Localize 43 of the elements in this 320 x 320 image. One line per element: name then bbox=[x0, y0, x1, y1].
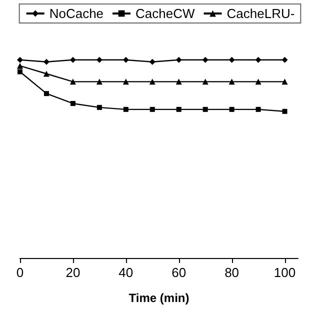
point bbox=[256, 106, 261, 112]
x-axis-title: Time (min) bbox=[128, 291, 190, 305]
x-tick-label: 0 bbox=[16, 265, 24, 280]
point bbox=[70, 56, 76, 63]
legend-label: NoCache bbox=[49, 6, 104, 21]
point bbox=[122, 78, 129, 85]
point bbox=[122, 56, 129, 63]
point bbox=[149, 78, 156, 85]
x-tick-label: 80 bbox=[224, 265, 240, 280]
point bbox=[96, 104, 102, 110]
x-tick-label: 60 bbox=[172, 265, 186, 280]
point bbox=[70, 100, 76, 106]
point bbox=[70, 78, 76, 85]
point bbox=[202, 56, 208, 63]
point bbox=[255, 56, 262, 63]
x-tick-label: 40 bbox=[118, 265, 134, 280]
point bbox=[18, 69, 22, 74]
point bbox=[202, 78, 208, 85]
x-tick-label: 20 bbox=[66, 265, 80, 280]
point bbox=[228, 56, 235, 63]
point bbox=[17, 56, 23, 63]
point bbox=[43, 70, 50, 77]
legend-label: CacheCW bbox=[136, 6, 196, 21]
point bbox=[176, 56, 182, 63]
point bbox=[282, 56, 288, 63]
legend-label: CacheLRU- bbox=[226, 6, 295, 21]
point bbox=[229, 106, 234, 112]
point bbox=[282, 78, 288, 85]
point bbox=[282, 108, 288, 114]
point bbox=[228, 78, 235, 85]
point bbox=[150, 106, 155, 112]
point bbox=[43, 58, 50, 65]
point bbox=[96, 56, 102, 63]
point bbox=[96, 78, 102, 85]
point bbox=[255, 78, 262, 85]
point bbox=[176, 78, 182, 85]
point bbox=[149, 58, 156, 65]
point bbox=[202, 106, 208, 112]
x-tick-label: 100 bbox=[274, 265, 296, 280]
point bbox=[17, 62, 23, 69]
point bbox=[176, 106, 182, 112]
point bbox=[44, 91, 49, 96]
point bbox=[123, 106, 128, 112]
